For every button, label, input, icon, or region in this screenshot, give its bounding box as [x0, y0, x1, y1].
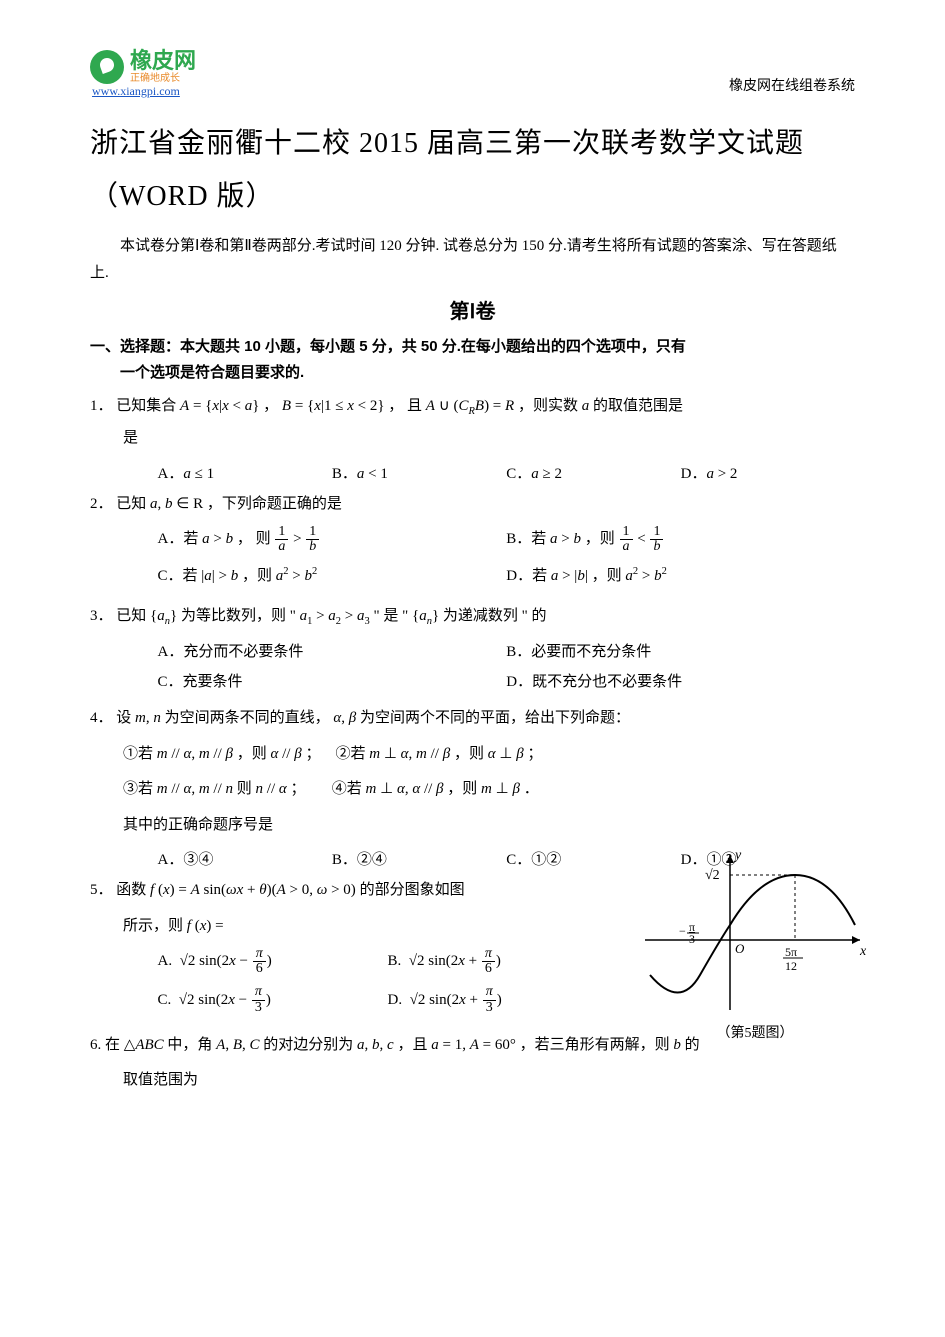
q3-option-A: A．充分而不必要条件 — [158, 637, 507, 667]
q3-option-C: C．充要条件 — [158, 667, 507, 697]
section-1-heading: 一、选择题：本大题共 10 小题，每小题 5 分，共 50 分.在每小题给出的四… — [90, 334, 855, 385]
q2-options: A．若 a > b ， 则 1a > 1b B．若 a > b ，则 1a < … — [90, 524, 855, 591]
q1-option-B: B．a < 1 — [332, 459, 506, 489]
q3-options: A．充分而不必要条件 B．必要而不充分条件 C．充要条件 D．既不充分也不必要条… — [90, 637, 855, 697]
q1-option-C: C．a ≥ 2 — [506, 459, 680, 489]
q1-text-b: ， — [263, 398, 282, 414]
q4-props-row2: ③若 m // α, m // n 则 n // α ； ④若 m ⊥ α, α… — [90, 774, 855, 806]
q5-option-A: A. √2 sin(2x − π6) — [158, 946, 388, 977]
q2-option-B: B．若 a > b ，则 1a < 1b — [506, 524, 855, 555]
q5-option-C: C. √2 sin(2x − π3) — [158, 985, 388, 1016]
x-axis-arrow-icon — [852, 936, 860, 944]
q4-prop-4: ④若 m ⊥ α, α // β ，则 m ⊥ β ． — [332, 781, 539, 797]
x-neg-tick-den: 3 — [689, 932, 695, 946]
title-line-2: （WORD 版） — [90, 181, 275, 212]
q1-var: a — [582, 398, 590, 414]
section-1-heading-a: 一、选择题：本大题共 10 小题，每小题 5 分，共 50 分.在每小题给出的四… — [90, 338, 686, 355]
q1-text-c: ， 且 — [388, 398, 426, 414]
q4-body: 设 m, n 为空间两条不同的直线， α, β 为空间两个不同的平面，给出下列命… — [116, 710, 630, 726]
y-axis-arrow-icon — [726, 855, 734, 863]
x-neg-tick-minus: − — [679, 924, 686, 938]
logo-icon — [90, 50, 124, 84]
page-header: 橡皮网 正确地成长 www.xiangpi.com 橡皮网在线组卷系统 — [90, 50, 855, 99]
document-title: 浙江省金丽衢十二校 2015 届高三第一次联考数学文试题 （WORD 版） — [90, 117, 855, 223]
q4-option-B: B．②④ — [332, 845, 506, 875]
y-axis-label: y — [733, 848, 742, 863]
q3-body: 已知 {an} 为等比数列，则 " a1 > a2 > a3 " 是 " {an… — [116, 608, 546, 624]
q2-option-A: A．若 a > b ， 则 1a > 1b — [158, 524, 507, 555]
q4-props-row1: ①若 m // α, m // β ，则 α // β ； ②若 m ⊥ α, … — [90, 739, 855, 771]
intro-paragraph: 本试卷分第Ⅰ卷和第Ⅱ卷两部分.考试时间 120 分钟. 试卷总分为 150 分.… — [90, 233, 855, 287]
logo-block: 橡皮网 正确地成长 www.xiangpi.com — [90, 50, 196, 99]
q5-graph: y x O √2 − π 3 5π 12 （第5题图） — [635, 845, 875, 1040]
logo-name: 橡皮网 — [130, 50, 196, 72]
question-4: 4． 设 m, n 为空间两条不同的直线， α, β 为空间两个不同的平面，给出… — [90, 703, 855, 735]
logo-row: 橡皮网 正确地成长 — [90, 50, 196, 84]
title-line-1: 浙江省金丽衢十二校 2015 届高三第一次联考数学文试题 — [90, 128, 804, 159]
q1-text-d: ，则实数 — [518, 398, 582, 414]
question-3: 3． 已知 {an} 为等比数列，则 " a1 > a2 > a3 " 是 " … — [90, 601, 855, 633]
q1-set-B: B = {x|1 ≤ x < 2} — [282, 398, 385, 414]
q1-option-A: A．a ≤ 1 — [158, 459, 332, 489]
q3-option-B: B．必要而不充分条件 — [506, 637, 855, 667]
q4-ask: 其中的正确命题序号是 — [90, 810, 855, 842]
q4-option-A: A．③④ — [158, 845, 332, 875]
q4-prop-2: ②若 m ⊥ α, m // β ，则 α ⊥ β ； — [335, 746, 542, 762]
q1-text-a: 已知集合 — [116, 398, 180, 414]
q1-text-e: 的取值范围是 — [593, 398, 683, 414]
x-pos-tick-den: 12 — [785, 959, 797, 973]
q6-number: 6. — [90, 1037, 101, 1053]
q1-number: 1． — [90, 398, 113, 414]
q1-cond: A ∪ (CRB) = R — [426, 398, 514, 414]
part-1-title: 第Ⅰ卷 — [90, 295, 855, 324]
logo-url-link[interactable]: www.xiangpi.com — [92, 84, 180, 99]
x-axis-label: x — [859, 944, 867, 959]
q6-body: 在 △ABC 中，角 A, B, C 的对边分别为 a, b, c ，且 a =… — [105, 1037, 700, 1053]
q2-number: 2． — [90, 496, 113, 512]
x-pos-tick-num: 5π — [785, 945, 797, 959]
q2-body: 已知 a, b ∈ R ，下列命题正确的是 — [116, 496, 342, 512]
q2-option-C: C．若 |a| > b ，则 a2 > b2 — [158, 561, 507, 591]
q1-set-A: A = {x|x < a} — [180, 398, 259, 414]
q5-body: 函数 f (x) = A sin(ωx + θ)(A > 0, ω > 0) 的… — [116, 882, 464, 898]
q4-number: 4． — [90, 710, 113, 726]
header-system-name: 橡皮网在线组卷系统 — [729, 75, 855, 99]
q1-tail: 是 — [90, 423, 855, 455]
q1-body: 已知集合 A = {x|x < a} ， B = {x|1 ≤ x < 2} ，… — [116, 398, 683, 414]
q5-graph-caption: （第5题图） — [635, 1022, 875, 1042]
logo-text: 橡皮网 正确地成长 — [130, 50, 196, 84]
question-1: 1． 已知集合 A = {x|x < a} ， B = {x|1 ≤ x < 2… — [90, 391, 855, 455]
q6-line2: 取值范围为 — [90, 1065, 855, 1097]
q5-number: 5． — [90, 882, 113, 898]
section-1-heading-b: 一个选项是符合题目要求的. — [90, 364, 304, 381]
q5-option-B: B. √2 sin(2x + π6) — [388, 946, 618, 977]
amplitude-label: √2 — [705, 868, 720, 883]
question-5-wrapper: 5． 函数 f (x) = A sin(ωx + θ)(A > 0, ω > 0… — [90, 875, 855, 1016]
q2-option-D: D．若 a > |b| ，则 a2 > b2 — [506, 561, 855, 591]
question-2: 2． 已知 a, b ∈ R ，下列命题正确的是 — [90, 489, 855, 521]
logo-tagline: 正确地成长 — [130, 74, 196, 84]
q1-option-D: D．a > 2 — [681, 459, 855, 489]
origin-label: O — [735, 941, 745, 956]
q3-option-D: D．既不充分也不必要条件 — [506, 667, 855, 697]
page: 橡皮网 正确地成长 www.xiangpi.com 橡皮网在线组卷系统 浙江省金… — [0, 0, 945, 1337]
q4-prop-1: ①若 m // α, m // β ，则 α // β ； — [123, 746, 320, 762]
q5-graph-svg: y x O √2 − π 3 5π 12 — [635, 845, 875, 1015]
q3-number: 3． — [90, 608, 113, 624]
q1-options: A．a ≤ 1 B．a < 1 C．a ≥ 2 D．a > 2 — [90, 459, 855, 489]
q4-prop-3: ③若 m // α, m // n 则 n // α ； — [123, 781, 306, 797]
q5-option-D: D. √2 sin(2x + π3) — [388, 985, 618, 1016]
